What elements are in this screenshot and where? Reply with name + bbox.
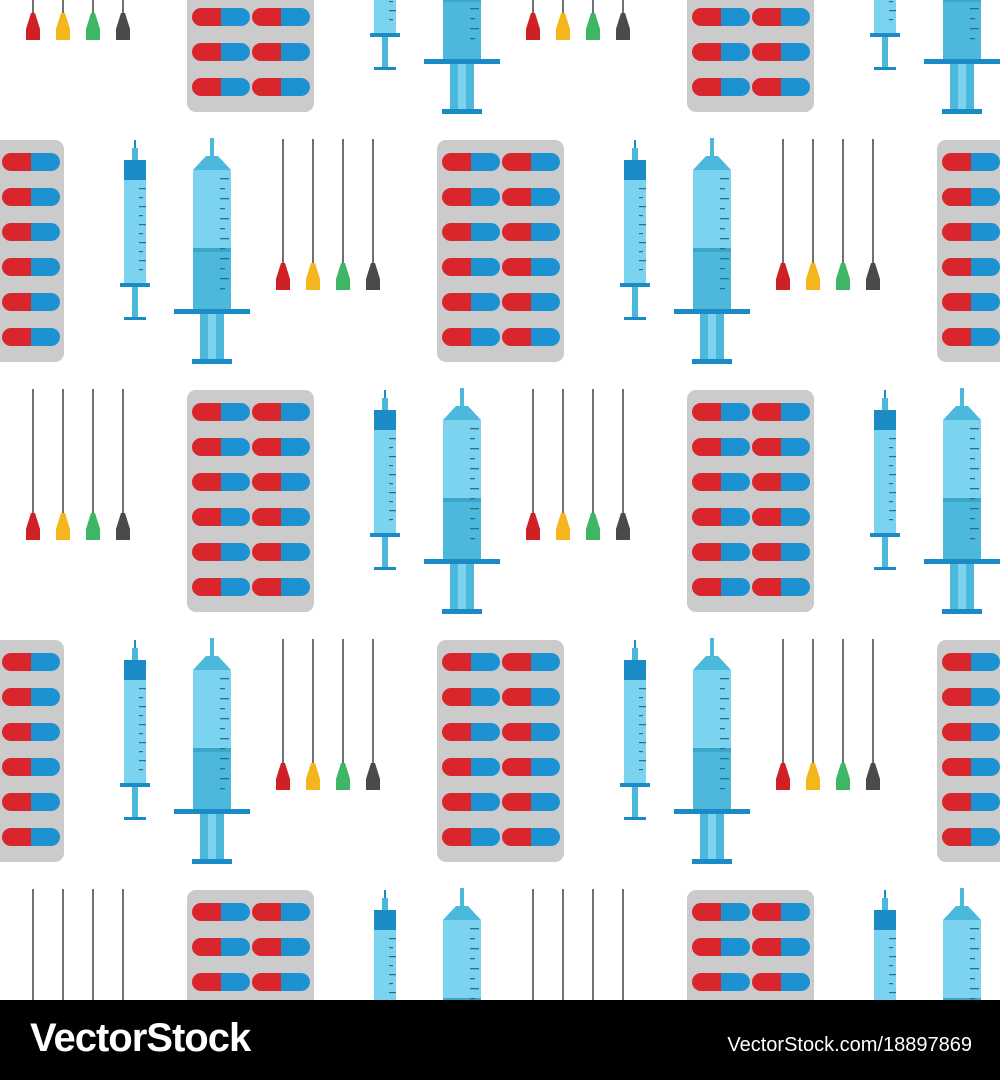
pill-blister-pack-icon: [187, 390, 314, 612]
large-syringe-icon: [424, 388, 500, 614]
watermark-bar: VectorStock VectorStock.com/18897869: [0, 1000, 1000, 1080]
small-syringe-icon: [870, 0, 900, 70]
large-syringe-icon: [174, 638, 250, 864]
small-syringe-icon: [620, 140, 650, 320]
pill-blister-pack-icon: [187, 0, 314, 112]
large-syringe-icon: [943, 888, 981, 1000]
small-syringe-icon: [874, 890, 896, 1000]
large-syringe-icon: [924, 0, 1000, 114]
small-syringe-icon: [120, 640, 150, 820]
large-syringe-icon: [924, 388, 1000, 614]
vectorstock-logo: VectorStock: [30, 1016, 251, 1060]
needle-set-icon: [526, 389, 630, 540]
needle-set-icon: [276, 139, 380, 290]
needle-set-icon: [776, 639, 880, 790]
pill-blister-pack-icon: [687, 890, 814, 1000]
small-syringe-icon: [374, 890, 396, 1000]
needle-set-icon: [532, 889, 624, 1000]
pill-blister-pack-icon: [687, 0, 814, 112]
pill-blister-pack-icon: [937, 640, 1000, 862]
needle-set-icon: [776, 139, 880, 290]
small-syringe-icon: [120, 140, 150, 320]
pill-blister-pack-icon: [687, 390, 814, 612]
large-syringe-icon: [174, 138, 250, 364]
small-syringe-icon: [370, 0, 400, 70]
pill-blister-pack-icon: [0, 140, 64, 362]
small-syringe-icon: [370, 390, 400, 570]
large-syringe-icon: [443, 888, 481, 1000]
small-syringe-icon: [620, 640, 650, 820]
small-syringe-icon: [870, 390, 900, 570]
needle-set-icon: [526, 0, 630, 40]
pill-blister-pack-icon: [187, 890, 314, 1000]
needle-set-icon: [26, 389, 130, 540]
image-id-text: VectorStock.com/18897869: [727, 1034, 972, 1056]
pill-blister-pack-icon: [437, 640, 564, 862]
pill-blister-pack-icon: [0, 640, 64, 862]
large-syringe-icon: [674, 638, 750, 864]
needle-set-icon: [276, 639, 380, 790]
needle-set-icon: [26, 0, 130, 40]
large-syringe-icon: [424, 0, 500, 114]
needle-set-icon: [32, 889, 124, 1000]
medical-pattern-background: [0, 0, 1000, 1000]
medical-pattern-canvas: [0, 0, 1000, 1000]
pill-blister-pack-icon: [437, 140, 564, 362]
large-syringe-icon: [674, 138, 750, 364]
pill-blister-pack-icon: [937, 140, 1000, 362]
